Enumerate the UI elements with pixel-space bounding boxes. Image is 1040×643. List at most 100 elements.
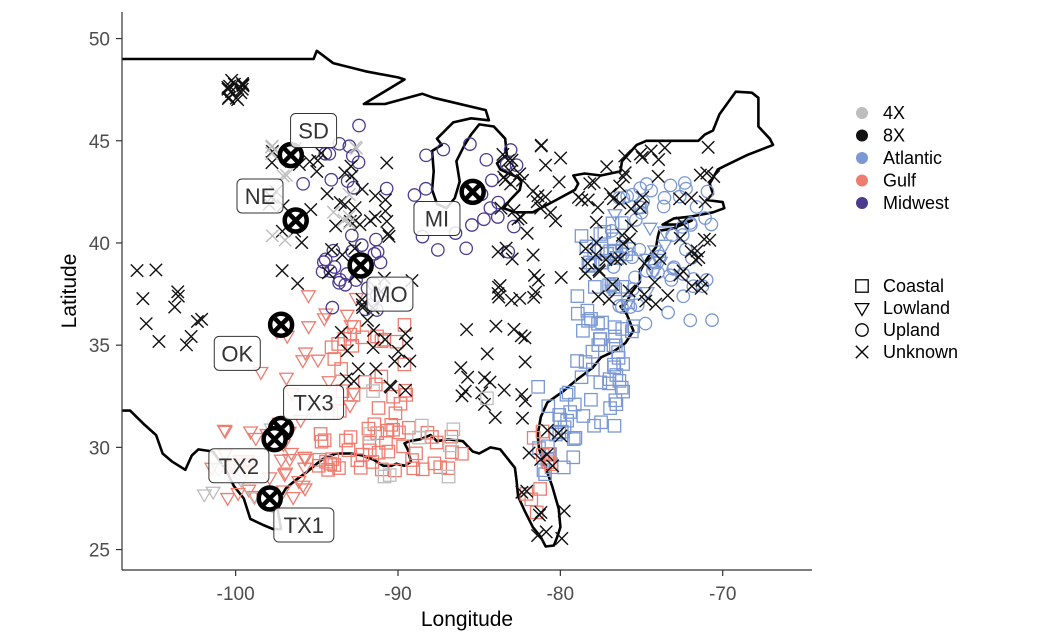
data-point-midwest — [465, 218, 479, 232]
legend-shape-cross — [855, 345, 869, 359]
plot-area: SD NE MI MO OK TX3 TX2 TX1 — [122, 49, 775, 548]
site-marker-tx1 — [256, 485, 283, 512]
data-point-8x — [499, 241, 513, 255]
data-point-atlantic — [570, 306, 585, 321]
data-point-8x — [635, 150, 649, 165]
data-point-atlantic — [606, 232, 621, 247]
data-point-8x — [557, 504, 571, 518]
data-point-8x — [684, 191, 699, 205]
legend-item-coastal: Coastal — [855, 276, 944, 296]
data-point-8x — [608, 252, 623, 267]
data-point-atlantic — [657, 190, 672, 205]
data-point-8x — [515, 173, 530, 188]
data-point-atlantic — [559, 387, 574, 402]
data-point-gulf — [283, 447, 300, 462]
data-point-8x — [540, 447, 554, 462]
data-point-8x — [697, 232, 711, 246]
svg-text:MO: MO — [372, 282, 407, 307]
data-point-gulf — [429, 435, 444, 450]
svg-text:NE: NE — [245, 184, 276, 209]
data-point-midwest — [419, 148, 433, 163]
data-point-8x — [692, 250, 706, 265]
data-point-8x — [637, 256, 652, 271]
svg-text:SD: SD — [298, 119, 329, 144]
data-point-atlantic — [608, 329, 622, 344]
data-point-8x — [527, 268, 542, 283]
data-point-8x — [651, 152, 666, 167]
data-point-8x — [700, 166, 714, 180]
data-point-8x — [534, 452, 548, 467]
data-point-atlantic — [578, 355, 593, 369]
data-point-atlantic — [576, 409, 591, 423]
svg-text:TX1: TX1 — [284, 513, 324, 538]
data-point-8x — [460, 370, 475, 384]
data-point-atlantic — [615, 322, 630, 336]
data-point-gulf — [317, 433, 332, 448]
data-point-8x — [295, 235, 309, 250]
data-point-4x — [342, 209, 356, 224]
data-point-atlantic — [586, 362, 600, 377]
site-marker-mi — [459, 178, 486, 206]
data-point-8x — [366, 340, 380, 355]
data-point-gulf — [240, 484, 257, 499]
data-point-8x — [653, 251, 667, 266]
data-point-8x — [533, 201, 548, 215]
data-point-midwest — [296, 176, 310, 191]
data-point-8x — [351, 362, 365, 376]
data-point-8x — [707, 169, 721, 184]
data-point-gulf — [444, 429, 459, 444]
legend-label: 8X — [883, 126, 905, 146]
data-point-midwest — [463, 137, 477, 151]
data-point-8x — [602, 292, 616, 306]
data-point-atlantic — [664, 273, 679, 287]
data-point-atlantic — [646, 245, 663, 260]
data-point-gulf — [379, 435, 393, 450]
data-point-atlantic — [684, 251, 699, 265]
data-point-atlantic — [679, 181, 693, 196]
data-point-midwest — [344, 228, 359, 243]
data-point-8x — [381, 227, 395, 241]
data-point-gulf — [427, 456, 442, 471]
data-point-midwest — [477, 212, 491, 227]
data-point-8x — [152, 334, 166, 349]
data-point-4x — [363, 427, 378, 441]
data-point-4x — [443, 438, 457, 453]
data-point-8x — [675, 216, 689, 230]
data-point-8x — [179, 338, 194, 352]
data-point-8x — [583, 177, 597, 191]
data-point-gulf — [409, 446, 423, 461]
data-point-8x — [340, 343, 354, 358]
legend-swatch — [856, 152, 868, 164]
legend-label: 4X — [883, 103, 905, 123]
site-label-tx1: TX1 — [273, 507, 335, 543]
data-point-midwest — [367, 247, 382, 261]
site-label-tx2: TX2 — [208, 448, 270, 484]
data-point-8x — [515, 485, 529, 500]
data-point-gulf — [384, 417, 399, 432]
data-point-atlantic — [606, 209, 623, 223]
data-point-8x — [347, 374, 361, 388]
y-tick-label: 35 — [89, 336, 110, 357]
legend-label: Atlantic — [883, 148, 942, 168]
data-point-8x — [613, 251, 628, 266]
legend-label: Upland — [883, 320, 940, 340]
data-point-4x — [480, 391, 494, 406]
data-point-8x — [475, 386, 489, 400]
legend-item-unknown: Unknown — [855, 342, 958, 362]
data-point-8x — [592, 263, 606, 277]
data-point-8x — [555, 531, 569, 546]
legend-shape-square — [855, 279, 869, 293]
data-point-8x — [388, 354, 402, 368]
data-point-4x — [446, 422, 461, 437]
data-point-8x — [636, 190, 650, 205]
data-point-gulf — [542, 447, 556, 461]
data-point-midwest — [501, 244, 516, 259]
data-point-8x — [532, 508, 547, 522]
data-point-midwest — [436, 142, 451, 157]
data-point-atlantic — [584, 312, 598, 326]
data-point-4x — [265, 139, 279, 153]
data-point-gulf — [406, 461, 421, 476]
data-point-8x — [320, 186, 334, 201]
data-point-atlantic — [597, 225, 612, 239]
legend-swatch — [856, 197, 868, 209]
